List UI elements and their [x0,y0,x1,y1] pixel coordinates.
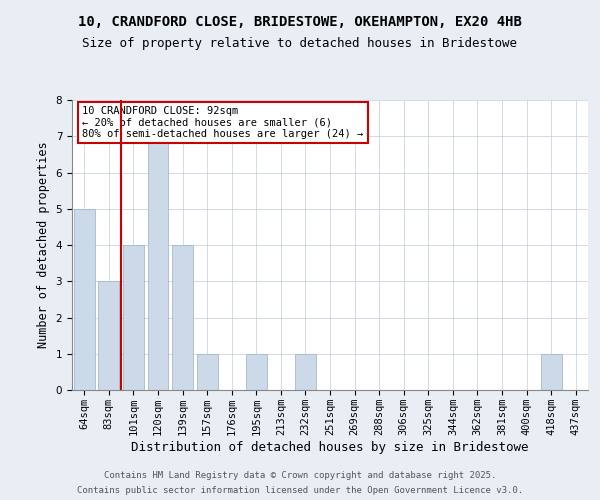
Text: Size of property relative to detached houses in Bridestowe: Size of property relative to detached ho… [83,38,517,51]
Text: 10, CRANDFORD CLOSE, BRIDESTOWE, OKEHAMPTON, EX20 4HB: 10, CRANDFORD CLOSE, BRIDESTOWE, OKEHAMP… [78,15,522,29]
Y-axis label: Number of detached properties: Number of detached properties [37,142,50,348]
Text: Contains HM Land Registry data © Crown copyright and database right 2025.: Contains HM Land Registry data © Crown c… [104,471,496,480]
Bar [246,354,267,390]
Text: 10 CRANDFORD CLOSE: 92sqm
← 20% of detached houses are smaller (6)
80% of semi-d: 10 CRANDFORD CLOSE: 92sqm ← 20% of detac… [82,106,364,139]
Bar [172,245,193,390]
Bar [123,245,144,390]
Bar [197,354,218,390]
Bar [541,354,562,390]
X-axis label: Distribution of detached houses by size in Bridestowe: Distribution of detached houses by size … [131,440,529,454]
Text: Contains public sector information licensed under the Open Government Licence v3: Contains public sector information licen… [77,486,523,495]
Bar [74,209,95,390]
Bar [98,281,119,390]
Bar [148,136,169,390]
Bar [295,354,316,390]
